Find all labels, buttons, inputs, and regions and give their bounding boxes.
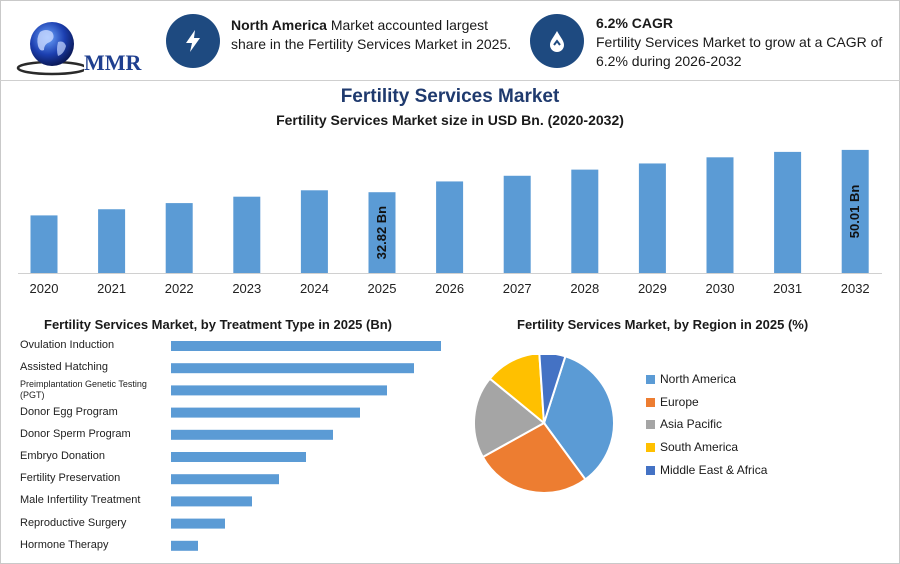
year-label-2029: 2029 — [638, 281, 667, 296]
logo-text: MMR — [84, 50, 142, 75]
market-size-bar-chart: 2020 2021 2022 2023 2024 2025 32.82 Bn 2026 2027… — [18, 149, 882, 296]
year-label-2030: 2030 — [706, 281, 735, 296]
legend-swatch — [646, 420, 655, 430]
market-size-title: Fertility Services Market size in USD Bn… — [276, 112, 624, 128]
treatment-bar — [171, 518, 225, 529]
bar-2022 — [165, 203, 193, 273]
bar-2027 — [503, 175, 531, 273]
pie-slice — [538, 355, 567, 424]
year-label-2022: 2022 — [165, 281, 194, 296]
treatment-bar — [171, 474, 279, 485]
info-cagr: 6.2% CAGR Fertility Services Market to gr… — [596, 14, 886, 71]
legend-label: South America — [660, 440, 739, 455]
pie-slice — [542, 355, 615, 481]
treatment-label: Male Infertility Treatment — [20, 494, 141, 507]
treatment-label: Assisted Hatching — [20, 361, 109, 374]
treatment-label: Donor Sperm Program — [20, 427, 131, 440]
year-label-2026: 2026 — [435, 281, 464, 296]
bar-2029 — [638, 163, 666, 273]
data-label-2032: 50.01 Bn — [847, 185, 862, 239]
region-pie-chart — [473, 355, 615, 494]
bar-2032 — [841, 149, 869, 273]
info-north-america: North America Market accounted largest s… — [231, 16, 521, 54]
treatment-bar — [171, 429, 333, 440]
legend-label: Asia Pacific — [660, 417, 723, 432]
bar-2025 — [368, 192, 396, 273]
year-label-2020: 2020 — [30, 281, 59, 296]
treatment-label: Hormone Therapy — [20, 538, 109, 551]
treatment-bar — [171, 452, 306, 462]
legend-swatch — [646, 375, 655, 384]
year-label-2024: 2024 — [300, 281, 329, 296]
treatment-bar — [171, 363, 414, 374]
bar-2020 — [30, 215, 58, 273]
data-label-2025: 32.82 Bn — [374, 206, 389, 260]
legend-label: Middle East & Africa — [660, 462, 768, 477]
info-cagr-text: Fertility Services Market to grow at a C… — [596, 34, 883, 69]
treatment-bar — [171, 341, 441, 351]
bar-2021 — [98, 209, 126, 273]
legend-label: Europe — [660, 394, 699, 409]
info-north-america-bold: North America — [231, 17, 327, 33]
bar-2024 — [300, 190, 328, 273]
main-title: Fertility Services Market — [340, 86, 560, 107]
treatment-label: Ovulation Induction — [20, 339, 115, 351]
pie-slice — [488, 355, 546, 426]
lightning-icon — [166, 14, 220, 68]
year-label-2031: 2031 — [773, 281, 802, 296]
year-label-2032: 2032 — [841, 281, 870, 296]
year-label-2028: 2028 — [570, 281, 599, 296]
year-label-2021: 2021 — [97, 281, 126, 296]
bar-2031 — [774, 151, 802, 273]
bar-2028 — [571, 169, 599, 273]
treatment-label: Reproductive Surgery — [20, 516, 127, 529]
treatment-bar-chart — [171, 341, 441, 551]
header-divider — [0, 80, 900, 81]
treatment-label: Donor Egg Program — [20, 405, 118, 418]
bar-2026 — [436, 181, 464, 273]
info-cagr-bold: 6.2% CAGR — [596, 15, 674, 31]
treatment-bar — [171, 407, 360, 418]
info-north-america-text: Market accounted largest share in the Fe… — [231, 17, 512, 52]
treatment-title: Fertility Services Market, by Treatment … — [44, 317, 392, 332]
year-label-2023: 2023 — [232, 281, 261, 296]
treatment-bar — [171, 385, 387, 396]
treatment-bar — [171, 496, 252, 507]
bar-2030 — [706, 157, 734, 273]
growth-drop-icon — [530, 14, 584, 68]
legend-label: North America — [660, 372, 737, 386]
bar-2023 — [233, 196, 261, 273]
legend-swatch — [646, 397, 655, 407]
legend-swatch — [646, 465, 655, 475]
region-title: Fertility Services Market, by Region in … — [517, 317, 809, 332]
treatment-label: Fertility Preservation — [20, 472, 121, 485]
treatment-label: Embryo Donation — [20, 450, 105, 462]
pie-slice — [473, 377, 546, 459]
year-label-2027: 2027 — [503, 281, 532, 296]
treatment-label: Preimplantation Genetic Testing (PGT) — [20, 379, 147, 401]
mmr-logo: MMR — [14, 18, 144, 78]
year-label-2025: 2025 — [368, 281, 397, 296]
globe-icon — [16, 22, 88, 76]
legend-swatch — [646, 443, 655, 453]
treatment-bar — [171, 540, 198, 551]
pie-slice — [481, 421, 587, 494]
